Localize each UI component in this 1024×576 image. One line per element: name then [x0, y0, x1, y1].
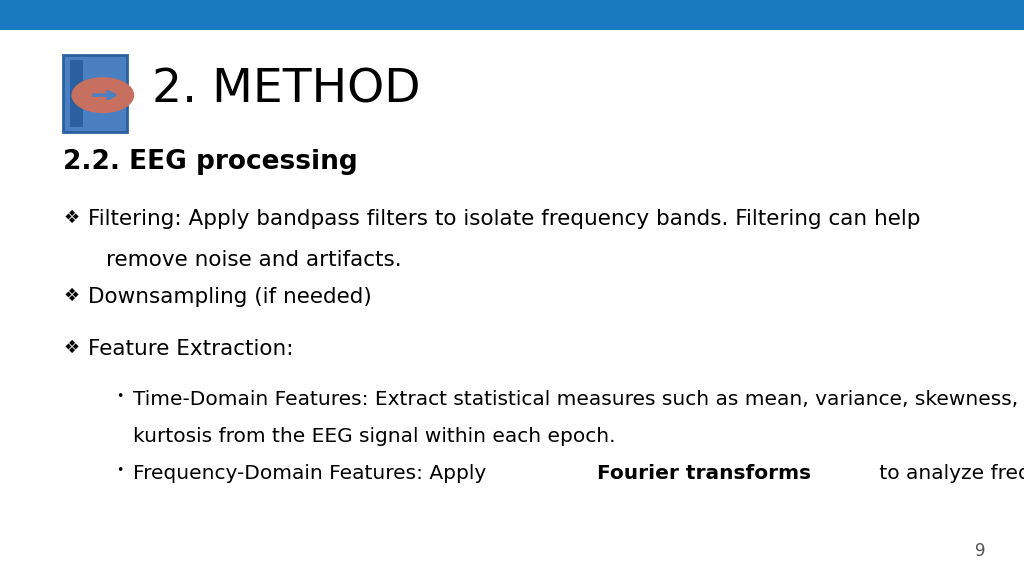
Text: remove noise and artifacts.: remove noise and artifacts. — [106, 250, 402, 270]
Circle shape — [72, 78, 133, 112]
Text: Fourier transforms: Fourier transforms — [597, 464, 811, 483]
FancyBboxPatch shape — [70, 60, 83, 127]
Text: Time-Domain Features: Extract statistical measures such as mean, variance, skewn: Time-Domain Features: Extract statistica… — [133, 390, 1024, 409]
Text: Frequency-Domain Features: Apply: Frequency-Domain Features: Apply — [133, 464, 493, 483]
Text: ❖: ❖ — [63, 339, 80, 357]
Text: •: • — [116, 390, 124, 403]
Text: ❖: ❖ — [63, 287, 80, 305]
Text: 2.2. EEG processing: 2.2. EEG processing — [63, 149, 358, 176]
FancyBboxPatch shape — [63, 55, 127, 132]
Text: kurtosis from the EEG signal within each epoch.: kurtosis from the EEG signal within each… — [133, 427, 615, 446]
Text: 2. METHOD: 2. METHOD — [152, 68, 420, 113]
Text: •: • — [116, 464, 124, 477]
Text: 9: 9 — [975, 542, 985, 560]
Text: Multichannel EEG compression using COMPROMISE: Multichannel EEG compression using COMPR… — [289, 6, 735, 24]
Text: Feature Extraction:: Feature Extraction: — [88, 339, 294, 359]
Text: ❖: ❖ — [63, 209, 80, 226]
Text: to analyze frequency components.: to analyze frequency components. — [873, 464, 1024, 483]
Text: Downsampling (if needed): Downsampling (if needed) — [88, 287, 372, 307]
Text: Filtering: Apply bandpass filters to isolate frequency bands. Filtering can help: Filtering: Apply bandpass filters to iso… — [88, 209, 921, 229]
